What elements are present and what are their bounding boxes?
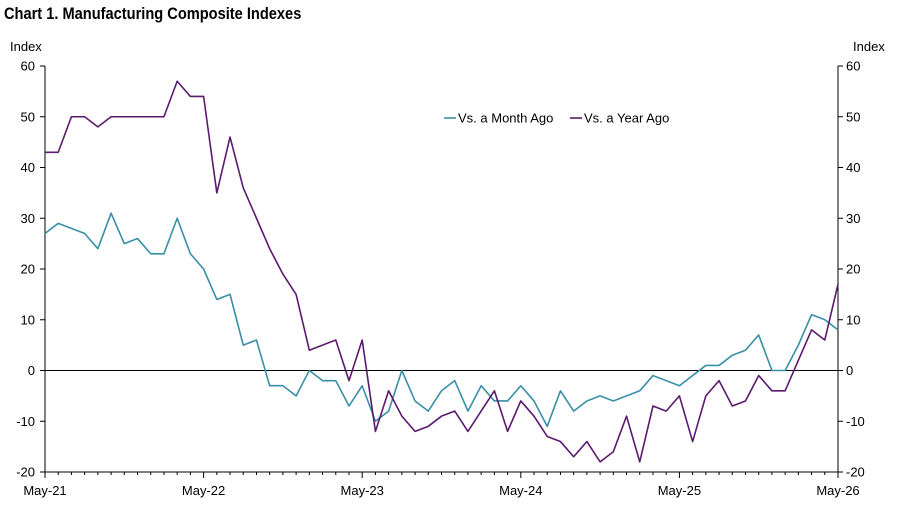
x-tick-label: May-23 [341, 483, 384, 498]
y-tick-label-right: -10 [846, 414, 865, 429]
y-tick-label-left: -10 [16, 414, 35, 429]
y-tick-label-left: 50 [21, 109, 35, 124]
y-tick-label-left: 0 [28, 363, 35, 378]
y-tick-label-right: 40 [846, 160, 860, 175]
x-tick-label: May-26 [816, 483, 859, 498]
y-tick-label-right: 20 [846, 262, 860, 277]
y-tick-label-right: 0 [846, 363, 853, 378]
legend-month-ago-label: Vs. a Month Ago [458, 111, 553, 126]
y-tick-label-right: 60 [846, 59, 860, 74]
x-tick-label: May-21 [23, 483, 66, 498]
x-tick-label: May-25 [658, 483, 701, 498]
y-tick-label-left: 10 [21, 312, 35, 327]
y-tick-label-left: -20 [16, 465, 35, 480]
y-axis-title-left: Index [10, 39, 42, 54]
x-tick-label: May-22 [182, 483, 225, 498]
series-line-year-ago [45, 80, 839, 463]
y-tick-label-left: 30 [21, 211, 35, 226]
y-tick-label-right: 10 [846, 312, 860, 327]
series-line-month-ago [44, 212, 839, 428]
chart-title: Chart 1. Manufacturing Composite Indexes [4, 4, 302, 23]
y-tick-label-left: 20 [21, 262, 35, 277]
y-tick-label-right: -20 [846, 465, 865, 480]
x-tick-label: May-24 [499, 483, 542, 498]
legend-year-ago-label: Vs. a Year Ago [584, 111, 669, 126]
y-tick-label-left: 40 [21, 160, 35, 175]
y-axis-title-right: Index [853, 39, 885, 54]
y-tick-label-right: 50 [846, 109, 860, 124]
y-tick-label-right: 30 [846, 211, 860, 226]
y-tick-label-left: 60 [21, 59, 35, 74]
